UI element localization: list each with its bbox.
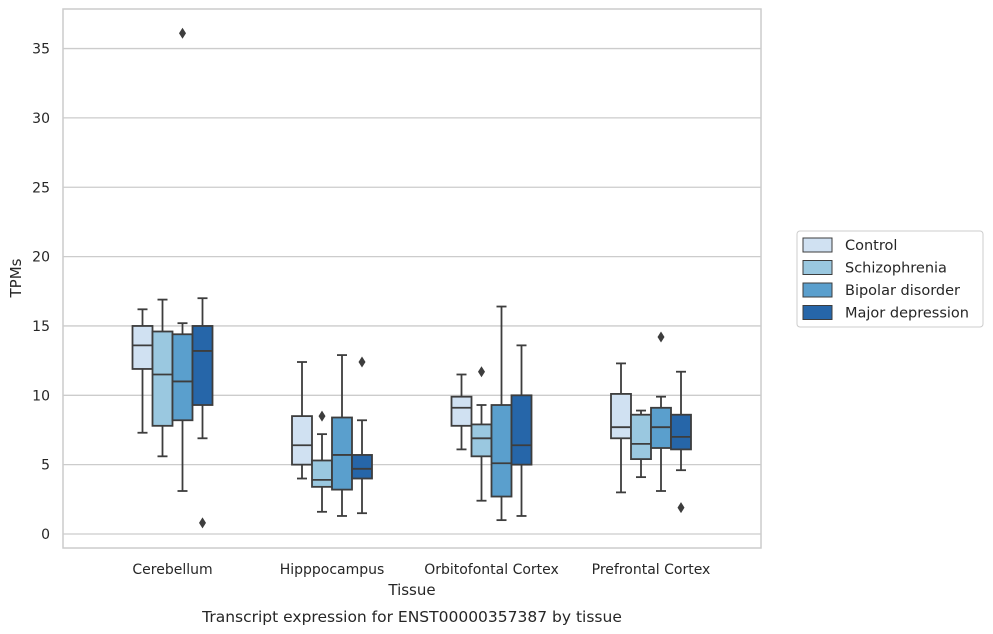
y-tick-label: 10 xyxy=(32,388,50,404)
box-schizophrenia xyxy=(630,409,652,479)
chart-caption: Transcript expression for ENST0000035738… xyxy=(201,608,622,626)
box-body xyxy=(331,416,353,491)
box-body xyxy=(510,394,533,466)
box-plot-marks xyxy=(131,27,692,529)
legend: Control Schizophrenia Bipolar disorder Majo… xyxy=(796,230,984,328)
box-major-depression xyxy=(191,297,214,529)
legend-label: Schizophrenia xyxy=(845,261,947,277)
legend-swatch xyxy=(802,282,833,298)
grid-lines xyxy=(63,47,761,535)
outlier-point xyxy=(318,410,326,422)
outlier-point xyxy=(677,502,685,514)
box-body xyxy=(291,415,313,466)
y-tick-label: 30 xyxy=(32,111,50,127)
box-body xyxy=(351,454,373,480)
x-tick-label: Cerebellum xyxy=(132,562,212,578)
x-tick-label: Hipppocampus xyxy=(280,562,385,578)
box-body xyxy=(490,404,513,498)
y-axis-title: TPMs xyxy=(7,258,25,298)
legend-label: Control xyxy=(845,238,897,254)
outlier-point xyxy=(478,366,485,378)
box-body xyxy=(630,413,652,461)
box-body xyxy=(470,423,493,458)
y-tick-label: 0 xyxy=(41,527,50,543)
box-schizophrenia xyxy=(151,298,174,458)
box-control xyxy=(610,362,632,494)
y-tick-label: 25 xyxy=(32,180,50,196)
y-tick-label: 20 xyxy=(32,250,50,266)
y-tick-label: 35 xyxy=(32,42,50,58)
outlier-point xyxy=(358,356,366,368)
box-body xyxy=(151,330,174,427)
outlier-point xyxy=(199,517,206,529)
box-major-depression xyxy=(670,370,692,514)
box-schizophrenia xyxy=(470,366,493,502)
x-tick-label: Orbitofontal Cortex xyxy=(424,562,559,578)
y-tick-label: 5 xyxy=(41,458,50,474)
box-control xyxy=(450,373,473,451)
y-tick-label: 15 xyxy=(32,319,50,335)
legend-label: Major depression xyxy=(845,306,969,322)
legend-frame xyxy=(796,230,984,328)
outlier-point xyxy=(179,27,186,39)
plot-frame xyxy=(62,8,762,549)
outlier-point xyxy=(657,331,665,343)
box-body xyxy=(131,325,154,370)
box-body xyxy=(610,393,632,440)
x-axis-ticks: Cerebellum Hipppocampus Orbitofontal Corte… xyxy=(132,562,710,578)
box-body xyxy=(311,459,333,488)
box-control xyxy=(291,361,313,480)
legend-label: Bipolar disorder xyxy=(845,283,960,299)
box-bipolar-disorder xyxy=(171,27,194,492)
box-body xyxy=(191,325,214,406)
box-major-depression xyxy=(510,344,533,517)
box-bipolar-disorder xyxy=(490,305,513,522)
legend-swatch xyxy=(802,305,833,320)
box-body xyxy=(450,395,473,427)
box-schizophrenia xyxy=(311,410,333,513)
box-body xyxy=(670,413,692,451)
box-major-depression xyxy=(351,356,373,515)
box-body xyxy=(171,333,194,422)
y-axis-ticks: 0 5 10 15 20 25 30 35 xyxy=(32,42,50,543)
x-tick-label: Prefrontal Cortex xyxy=(592,562,711,578)
legend-swatch xyxy=(802,260,833,275)
box-bipolar-disorder xyxy=(331,354,353,517)
box-bipolar-disorder xyxy=(650,331,672,492)
box-control xyxy=(131,308,154,434)
legend-swatch xyxy=(802,237,833,253)
x-axis-title: Tissue xyxy=(387,581,435,599)
